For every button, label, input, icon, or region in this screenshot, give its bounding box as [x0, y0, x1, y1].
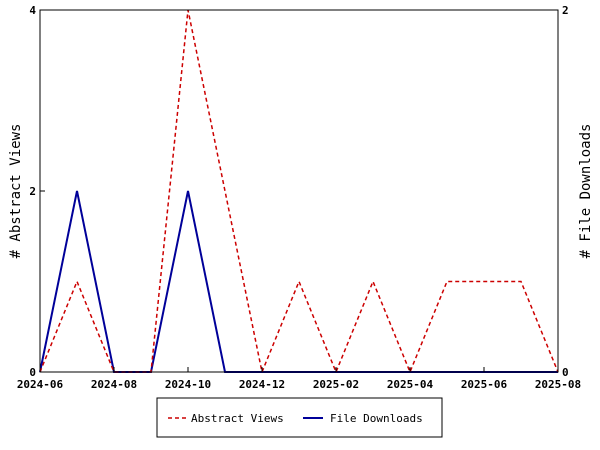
y-right-tick-label: 2	[562, 4, 569, 17]
axes: 2024-06 2024-08 2024-10 2024-12 2025-02 2025-…	[17, 4, 581, 391]
series-line-file-downloads	[39, 190, 558, 373]
x-tick-label: 2024-08	[91, 378, 137, 391]
x-tick-label: 2024-06	[17, 378, 64, 391]
x-tick-label: 2025-06	[461, 378, 508, 391]
x-tick-label: 2025-02	[313, 378, 359, 391]
legend-box	[156, 397, 443, 438]
y-left-tick-label: 4	[29, 4, 36, 17]
y-left-tick-label: 0	[29, 366, 36, 379]
series-line-abstract-views	[39, 9, 559, 375]
y-axis-right-title: # File Downloads	[578, 124, 594, 259]
y-right-tick-label: 0	[562, 366, 569, 379]
legend: Abstract Views File Downloads	[156, 397, 443, 438]
x-tick-label: 2024-12	[239, 378, 285, 391]
y-axis-left-title: # Abstract Views	[8, 124, 24, 259]
legend-label-abstract-views: Abstract Views	[191, 412, 284, 425]
x-tick-label: 2025-04	[387, 378, 434, 391]
x-tick-label: 2024-10	[165, 378, 211, 391]
plot-area	[39, 9, 559, 375]
x-tick-label: 2025-08	[535, 378, 581, 391]
y-left-tick-label: 2	[29, 185, 36, 198]
legend-label-file-downloads: File Downloads	[330, 412, 423, 425]
plot-frame	[39, 9, 559, 373]
